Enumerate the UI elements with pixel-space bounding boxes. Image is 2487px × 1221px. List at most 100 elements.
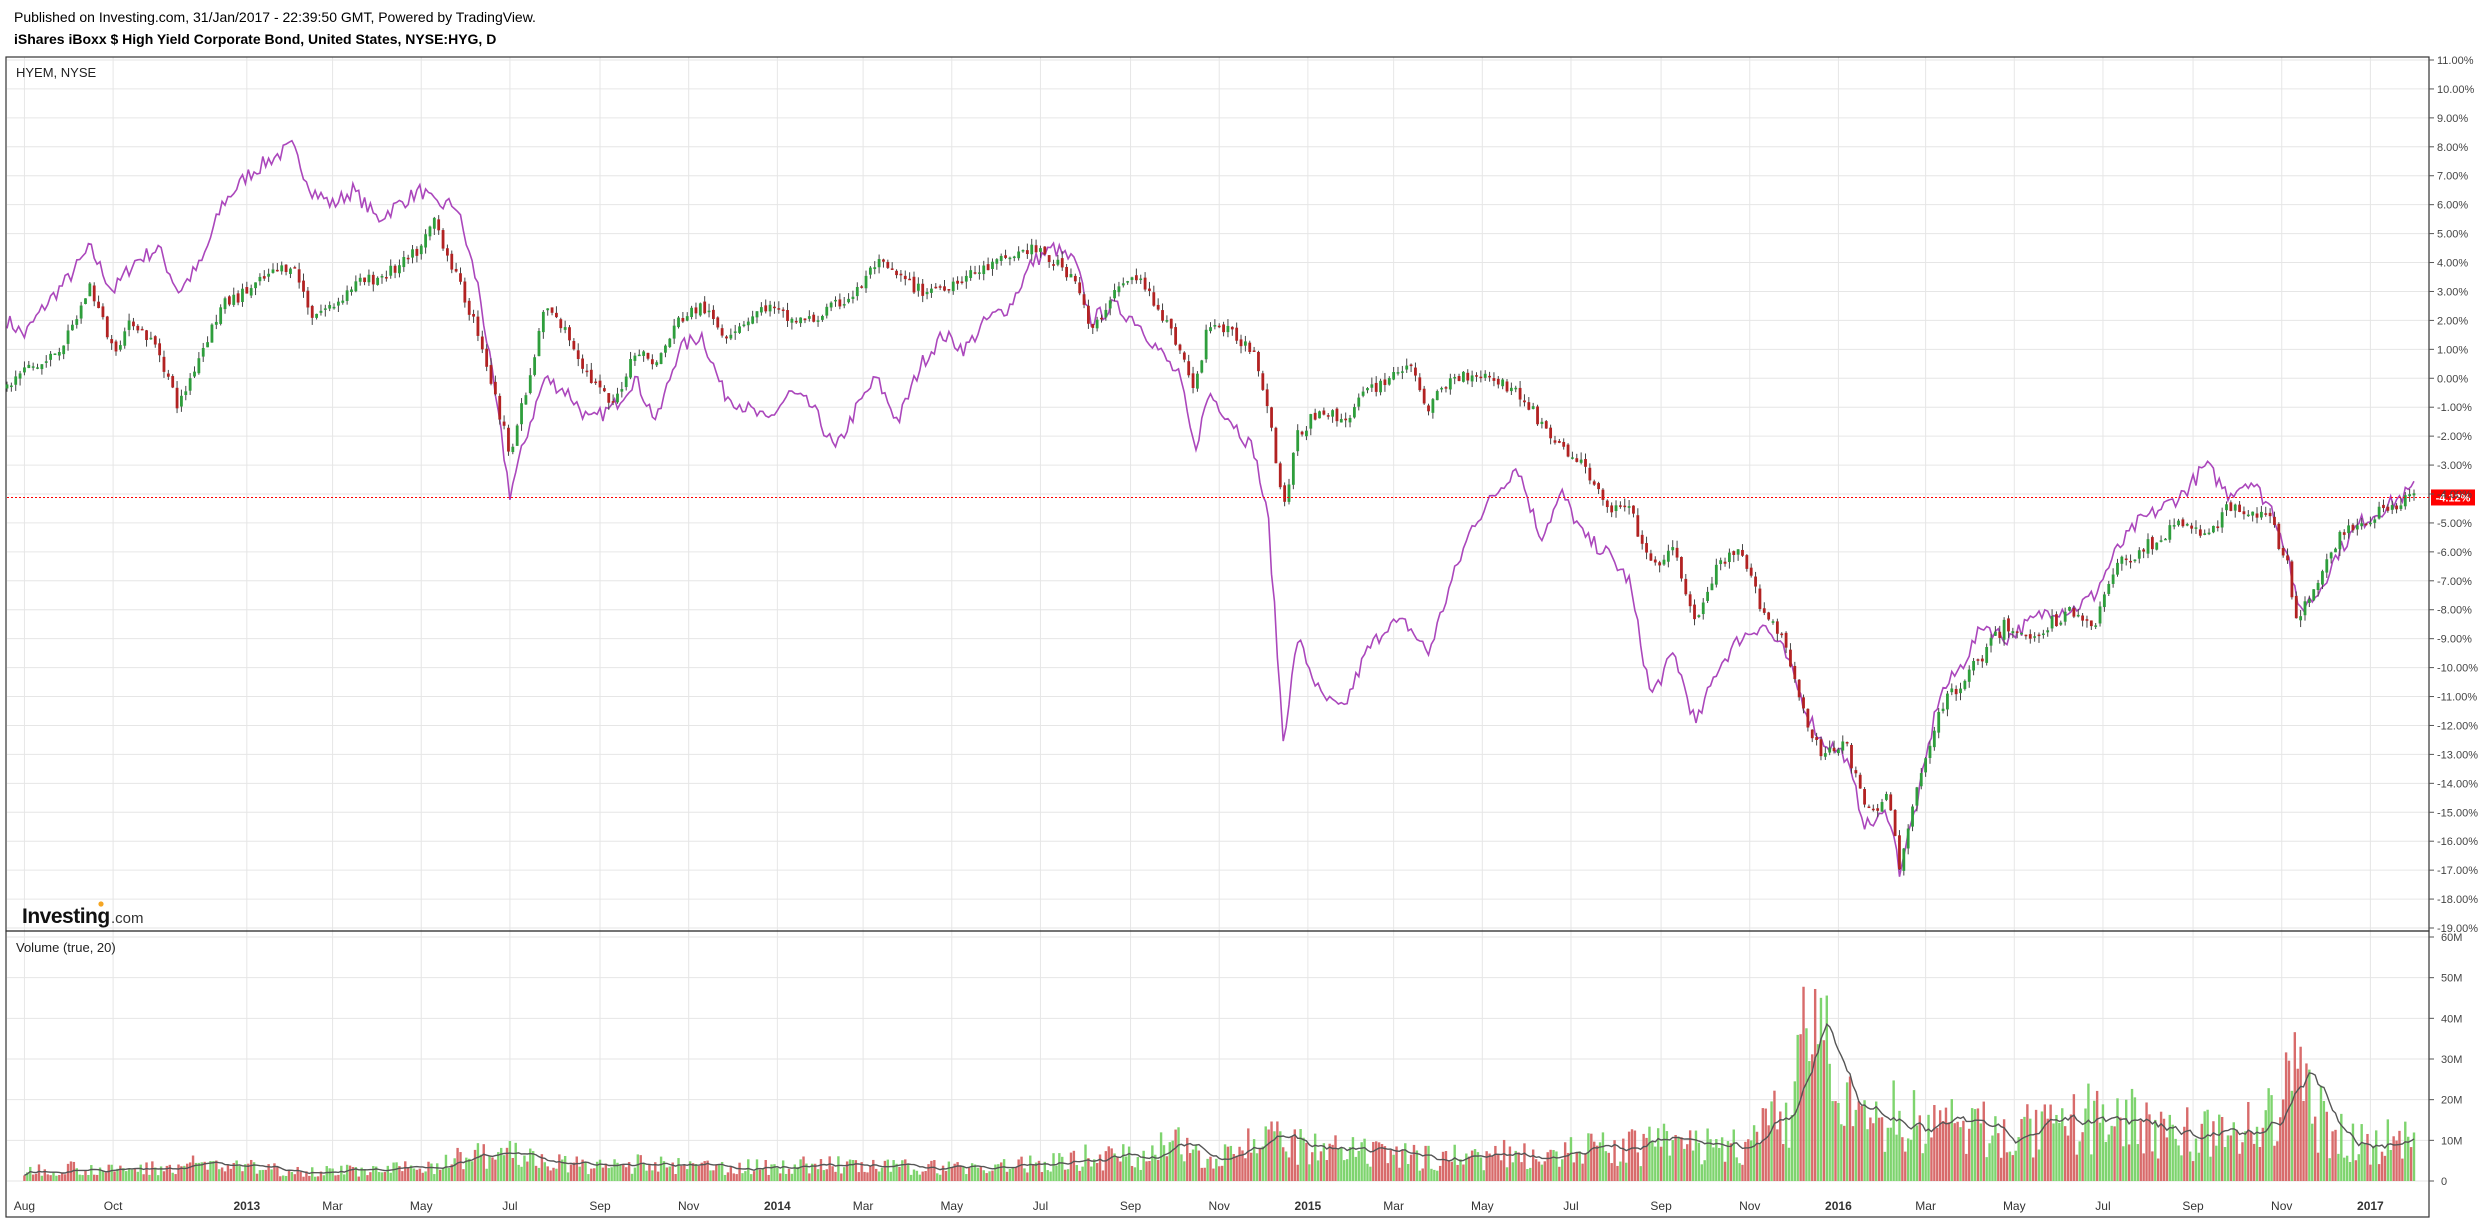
volume-pane-frame — [5, 930, 2430, 1218]
volume-bar — [2119, 1117, 2122, 1181]
candle-body — [838, 299, 842, 307]
candle-body — [493, 381, 497, 395]
volume-bar — [436, 1163, 439, 1181]
volume-bar — [901, 1160, 904, 1181]
volume-bar — [1767, 1125, 1770, 1181]
volume-bar — [2142, 1153, 2145, 1181]
candle-body — [1470, 375, 1474, 382]
candle-body — [389, 265, 393, 276]
volume-bar — [1090, 1166, 1093, 1181]
candle-body — [2229, 502, 2233, 511]
volume-bar — [953, 1163, 956, 1181]
volume-bar — [284, 1175, 288, 1181]
volume-bar — [148, 1174, 151, 1181]
price-tick-label: 0.00% — [2437, 373, 2468, 385]
volume-bar — [453, 1158, 456, 1181]
volume-bar — [1351, 1137, 1355, 1181]
volume-bar — [2316, 1152, 2320, 1181]
volume-bar — [2351, 1123, 2355, 1181]
candle-body — [1915, 787, 1919, 806]
volume-bar — [1709, 1139, 1712, 1181]
volume-bar — [584, 1162, 587, 1181]
volume-bar — [1479, 1157, 1483, 1181]
volume-bar — [1470, 1150, 1474, 1181]
volume-bar — [1511, 1162, 1515, 1181]
candle-body — [1243, 341, 1247, 346]
volume-bar — [1328, 1143, 1331, 1181]
volume-bar — [1773, 1090, 1776, 1181]
volume-bar — [220, 1167, 224, 1181]
candle-body — [1858, 774, 1862, 789]
volume-bar — [531, 1151, 535, 1181]
candle-body — [284, 264, 288, 272]
volume-bar — [1343, 1160, 1346, 1181]
volume-bar — [581, 1159, 584, 1181]
candle-body — [2107, 583, 2111, 594]
candle-body — [319, 310, 323, 313]
volume-bar — [2392, 1136, 2395, 1181]
hyem-compare-line — [6, 139, 2415, 877]
volume-bar — [1845, 1082, 1849, 1181]
candle-body — [5, 384, 9, 389]
volume-bar — [1936, 1127, 1939, 1181]
volume-bar — [668, 1166, 671, 1181]
volume-bar — [1139, 1169, 1142, 1181]
candle-body — [1754, 576, 1757, 587]
volume-bar — [773, 1164, 776, 1181]
candle-body — [2216, 526, 2220, 529]
candle-body — [2303, 601, 2307, 616]
volume-bar — [2360, 1124, 2363, 1181]
volume-bar — [1886, 1127, 1890, 1181]
candle-body — [607, 393, 611, 403]
candle-body — [210, 324, 214, 343]
volume-bar — [1119, 1161, 1122, 1181]
volume-bar — [2110, 1125, 2113, 1181]
candle-body — [790, 318, 794, 323]
volume-bar — [1345, 1159, 1349, 1181]
volume-bar — [447, 1167, 451, 1181]
candle-body — [2412, 493, 2416, 496]
candle-body — [71, 324, 74, 331]
volume-bar — [758, 1169, 762, 1181]
candle-body — [1575, 458, 1579, 462]
volume-bar — [1790, 1114, 1794, 1181]
volume-bar — [1473, 1149, 1477, 1181]
date-tick-label: 2015 — [1295, 1199, 1322, 1213]
volume-bar — [924, 1171, 927, 1181]
candle-body — [1937, 711, 1941, 733]
volume-bar — [1598, 1142, 1602, 1181]
volume-bar — [2404, 1121, 2407, 1181]
volume-bar — [593, 1168, 596, 1181]
volume-bar — [1811, 1054, 1814, 1181]
volume-bar — [1258, 1148, 1262, 1181]
date-tick-label: Mar — [322, 1199, 343, 1213]
candle-body — [550, 307, 554, 313]
volume-bar — [787, 1168, 791, 1181]
volume-bar — [386, 1165, 390, 1181]
candle-body — [2242, 511, 2246, 515]
candle-body — [1165, 320, 1169, 322]
volume-bar — [119, 1165, 122, 1181]
volume-bar — [694, 1164, 698, 1181]
volume-bar — [1424, 1145, 1427, 1181]
candle-body — [616, 393, 619, 403]
volume-bar — [1738, 1163, 1741, 1181]
candle-body — [345, 290, 349, 301]
price-tick-label: -6.00% — [2437, 547, 2472, 559]
volume-bar — [124, 1171, 128, 1181]
volume-bar — [2090, 1154, 2093, 1181]
volume-bar — [854, 1160, 858, 1181]
volume-bar — [37, 1164, 41, 1181]
candle-body — [2063, 611, 2067, 622]
candle-body — [2273, 516, 2276, 525]
investing-logo[interactable]: Investing .com — [22, 901, 144, 928]
candle-body — [2111, 574, 2115, 584]
volume-bar — [1860, 1105, 1863, 1181]
candle-body — [66, 330, 70, 344]
candle-body — [1815, 737, 1819, 740]
candle-body — [864, 275, 868, 289]
volume-bar — [1720, 1137, 1724, 1181]
candle-body — [1627, 506, 1631, 508]
candle-body — [956, 280, 959, 284]
